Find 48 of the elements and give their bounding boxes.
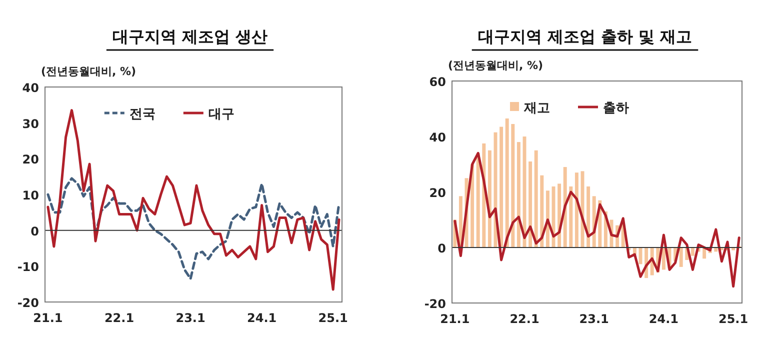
line-series: [46, 109, 340, 291]
legend-label: 대구: [208, 107, 234, 122]
line-series: [46, 177, 340, 280]
bar: [534, 150, 538, 248]
bar: [679, 248, 683, 267]
bar: [586, 186, 590, 248]
y-axis-title: (전년동월대비, %): [41, 65, 136, 78]
chart-title: 대구지역 제조업 출하 및 재고: [478, 27, 692, 46]
bar: [500, 126, 504, 248]
bar: [569, 186, 573, 248]
bar: [516, 142, 520, 248]
y-tick-label: 60: [429, 75, 446, 89]
bar: [488, 150, 492, 248]
x-tick-label: 21.1: [440, 312, 470, 326]
y-tick-label: -20: [17, 296, 39, 310]
y-tick-label: 40: [429, 130, 446, 144]
y-tick-label: 20: [429, 186, 446, 200]
legend-label: 출하: [603, 101, 629, 116]
bar: [511, 124, 515, 248]
legend-label: 재고: [523, 101, 550, 116]
bar: [528, 161, 532, 248]
y-tick-label: -20: [424, 297, 446, 311]
bar: [505, 118, 509, 248]
x-tick-label: 24.1: [648, 312, 679, 326]
x-tick-label: 25.1: [718, 312, 748, 326]
y-tick-label: 0: [438, 242, 446, 256]
bar: [690, 248, 694, 256]
legend-label: 전국: [129, 107, 156, 122]
x-tick-label: 22.1: [104, 311, 134, 325]
x-tick-label: 25.1: [318, 311, 348, 325]
y-tick-label: 20: [22, 152, 39, 167]
chart-title: 대구지역 제조업 생산: [112, 27, 268, 46]
bar: [540, 175, 544, 248]
x-tick-label: 22.1: [510, 312, 540, 326]
bar: [476, 153, 480, 248]
x-tick-label: 24.1: [247, 311, 277, 325]
y-tick-label: 0: [30, 224, 39, 238]
bar: [574, 172, 578, 248]
y-tick-label: 30: [22, 116, 39, 131]
x-tick-label: 23.1: [176, 311, 206, 325]
line-series: [454, 152, 740, 288]
x-tick-label: 21.1: [33, 311, 63, 325]
x-tick-label: 23.1: [579, 312, 609, 326]
y-axis-title: (전년동월대비, %): [448, 59, 544, 72]
y-tick-label: 40: [22, 81, 39, 95]
bar: [662, 248, 666, 270]
y-tick-label: -10: [17, 260, 39, 274]
y-tick-label: 10: [22, 188, 39, 202]
